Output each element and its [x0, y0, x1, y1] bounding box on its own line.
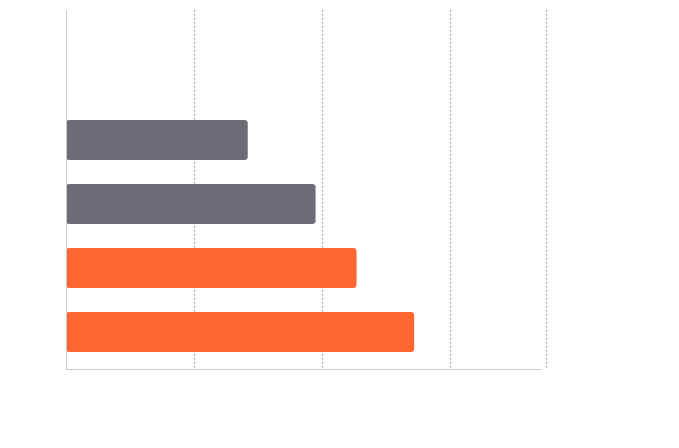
bars	[66, 120, 415, 352]
bar	[66, 120, 248, 160]
axes	[66, 10, 542, 370]
bar	[66, 312, 415, 352]
bar	[66, 184, 316, 224]
bar	[66, 248, 357, 288]
